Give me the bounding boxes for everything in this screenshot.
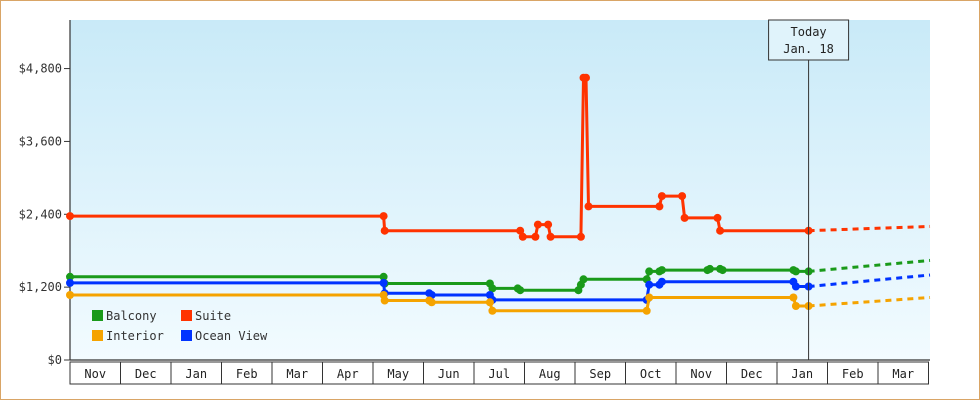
legend-item-suite: Suite xyxy=(181,309,231,323)
data-point xyxy=(380,226,389,235)
x-tick-label: Feb xyxy=(236,367,258,381)
forecast-line xyxy=(808,295,931,308)
x-tick-label: Feb xyxy=(842,367,864,381)
x-tick-label: Nov xyxy=(84,367,106,381)
y-tick-label: $0 xyxy=(48,353,62,367)
x-tick-label: Jun xyxy=(438,367,460,381)
x-tick-label: Oct xyxy=(640,367,662,381)
legend-item-ocean-view: Ocean View xyxy=(181,329,268,343)
y-tick-label: $2,400 xyxy=(19,207,62,221)
data-point xyxy=(678,192,687,201)
x-tick-label: May xyxy=(387,367,409,381)
forecast-line xyxy=(808,273,931,289)
data-point xyxy=(427,298,436,307)
data-point xyxy=(713,213,722,222)
legend-swatch xyxy=(92,310,103,321)
data-point xyxy=(66,291,74,299)
x-tick-label: Dec xyxy=(135,367,157,381)
data-point xyxy=(791,282,800,291)
x-tick-label: Mar xyxy=(286,367,308,381)
data-point xyxy=(791,267,800,276)
x-tick-label: Nov xyxy=(690,367,712,381)
data-point xyxy=(716,226,725,235)
data-point xyxy=(655,202,664,211)
month-cell xyxy=(877,361,929,385)
legend-swatch xyxy=(181,310,192,321)
data-point xyxy=(582,73,590,82)
data-point xyxy=(380,296,389,305)
data-point xyxy=(379,278,388,287)
x-tick-label: Mar xyxy=(892,367,914,381)
data-point xyxy=(544,220,553,229)
data-point xyxy=(379,212,388,221)
data-point xyxy=(657,277,666,286)
data-point xyxy=(645,280,654,289)
legend-label: Balcony xyxy=(106,309,157,323)
legend-label: Ocean View xyxy=(195,329,268,343)
forecast-line xyxy=(808,258,931,273)
x-tick-label: Apr xyxy=(337,367,359,381)
data-point xyxy=(66,278,74,287)
plot-area xyxy=(70,20,930,360)
x-tick-label: Jul xyxy=(488,367,510,381)
data-point xyxy=(705,264,714,273)
data-point xyxy=(485,298,494,307)
x-tick-label: Dec xyxy=(741,367,763,381)
today-label-line1: Today xyxy=(791,25,827,39)
data-point xyxy=(66,272,74,281)
data-point xyxy=(516,286,525,295)
legend-item-interior: Interior xyxy=(92,329,164,343)
today-label-line2: Jan. 18 xyxy=(783,42,834,56)
legend-swatch xyxy=(181,330,192,341)
series-suite xyxy=(66,73,931,241)
data-point xyxy=(584,202,593,211)
data-point xyxy=(488,306,497,315)
data-point xyxy=(642,306,651,315)
y-tick-label: $1,200 xyxy=(19,280,62,294)
x-tick-label: Sep xyxy=(589,367,611,381)
series-ocean-view xyxy=(66,273,931,304)
y-tick-label: $4,800 xyxy=(19,62,62,76)
x-tick-label: Jan xyxy=(791,367,813,381)
data-point xyxy=(680,213,689,222)
data-point xyxy=(576,232,585,241)
today-box xyxy=(768,19,850,61)
legend-item-balcony: Balcony xyxy=(92,309,157,323)
data-point xyxy=(533,220,542,229)
data-point xyxy=(516,226,525,235)
data-point xyxy=(789,293,798,302)
series-interior xyxy=(66,291,931,315)
series-line xyxy=(70,280,809,302)
data-point xyxy=(657,266,666,275)
data-point xyxy=(546,232,555,241)
legend-swatch xyxy=(92,330,103,341)
data-point xyxy=(657,192,666,201)
x-tick-label: Jan xyxy=(185,367,207,381)
data-point xyxy=(579,275,588,284)
data-point xyxy=(518,232,527,241)
data-point xyxy=(718,266,727,275)
data-point xyxy=(379,272,388,281)
data-point xyxy=(488,284,497,293)
data-point xyxy=(531,232,540,241)
data-point xyxy=(791,302,800,310)
y-tick-label: $3,600 xyxy=(19,134,62,148)
data-point xyxy=(66,212,74,221)
data-point xyxy=(645,267,654,276)
forecast-line xyxy=(808,224,931,233)
legend-label: Suite xyxy=(195,309,231,323)
data-point xyxy=(645,293,654,302)
legend-label: Interior xyxy=(106,329,164,343)
x-tick-label: Aug xyxy=(539,367,561,381)
